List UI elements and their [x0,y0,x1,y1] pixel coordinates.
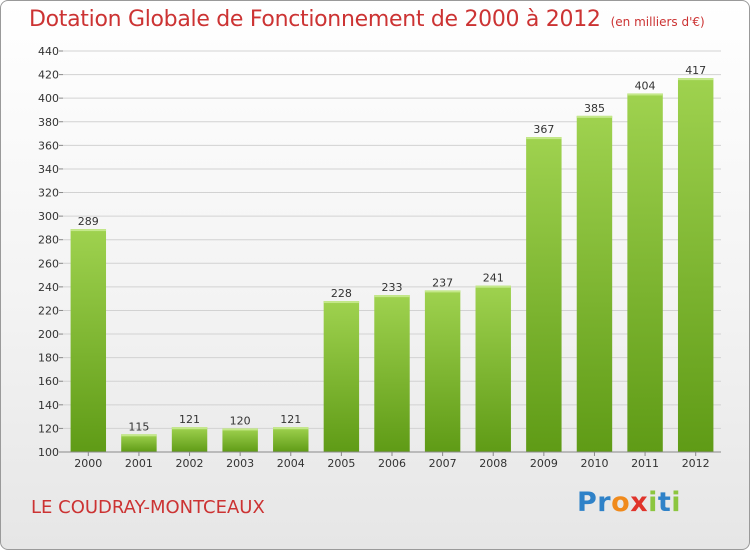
bar-top-highlight [171,427,208,430]
proxiti-logo: Proxiti [577,487,681,518]
data-label-2011: 404 [635,79,656,92]
y-tick-label: 380 [38,116,59,129]
data-label-2009: 367 [533,123,554,136]
y-tick-label: 200 [38,328,59,341]
y-tick-label: 100 [38,446,59,459]
x-tick-label: 2003 [226,457,254,470]
y-tick-label: 280 [38,234,59,247]
bar-2005 [323,301,360,452]
y-tick-label: 180 [38,352,59,365]
x-tick-label: 2005 [327,457,355,470]
y-tick-label: 120 [38,422,59,435]
x-tick-label: 2012 [682,457,710,470]
data-label-2001: 115 [128,420,149,433]
x-axis-ticks: 2000 2001 2002 2003 2004 2005 2006 2007 2008 2009… [74,452,710,470]
y-tick-label: 320 [38,187,59,200]
x-tick-label: 2001 [125,457,153,470]
chart-header: Dotation Globale de Fonctionnement de 20… [29,7,705,32]
data-label-2002: 121 [179,413,200,426]
x-tick-label: 2006 [378,457,406,470]
bar-2012 [677,78,714,453]
bar-2002 [171,427,208,452]
logo-letter: x [630,487,649,518]
bar-2007 [424,290,461,452]
bar-2008 [475,285,511,452]
y-axis-ticks: 100 120 140 160 180 200 220 240 260 280 300 320 340 3… [38,45,63,459]
bars: 289 115 121 120 121 228 233 237 241 367 385 404 417 [70,64,714,453]
bar-top-highlight [70,229,107,232]
x-tick-label: 2002 [176,457,204,470]
x-tick-label: 2010 [580,457,608,470]
x-tick-label: 2008 [479,457,507,470]
bar-top-highlight [273,427,309,430]
data-label-2008: 241 [483,272,504,285]
bar-2001 [121,434,157,452]
bar-2003 [222,428,258,452]
bar-top-highlight [627,93,663,96]
x-tick-label: 2011 [631,457,659,470]
x-tick-label: 2004 [277,457,305,470]
y-tick-label: 440 [38,45,59,58]
bar-top-highlight [526,137,562,140]
logo-letter: t [657,487,672,518]
y-tick-label: 360 [38,139,59,152]
bar-top-highlight [121,434,157,437]
chart-unit: (en milliers d'€) [610,15,705,29]
data-label-2005: 228 [331,287,352,300]
data-label-2000: 289 [78,215,99,228]
y-tick-label: 260 [38,257,59,270]
data-label-2006: 233 [382,281,403,294]
logo-letter: o [611,487,631,518]
logo-letter: P [577,487,598,518]
logo-letter: i [671,487,682,518]
y-tick-label: 220 [38,304,59,317]
bar-2011 [627,93,663,452]
bar-top-highlight [323,301,360,304]
commune-name: LE COUDRAY-MONTCEAUX [31,497,265,518]
logo-letter: r [597,487,612,518]
y-tick-label: 300 [38,210,59,223]
bar-2004 [273,427,309,452]
bar-top-highlight [424,290,461,293]
data-label-2012: 417 [685,64,706,77]
x-tick-label: 2009 [530,457,558,470]
bar-top-highlight [374,295,410,298]
bar-2009 [526,137,562,453]
bar-top-highlight [677,78,714,81]
x-tick-label: 2000 [74,457,102,470]
x-tick-label: 2007 [429,457,457,470]
bar-top-highlight [222,428,258,431]
logo-letter: i [648,487,658,518]
bar-2000 [70,229,107,452]
y-tick-label: 140 [38,399,59,412]
bar-2010 [576,115,613,452]
y-tick-label: 420 [38,69,59,82]
y-tick-label: 160 [38,375,59,388]
data-label-2003: 120 [230,414,251,427]
chart-title: Dotation Globale de Fonctionnement de 20… [29,7,601,32]
y-tick-label: 400 [38,92,59,105]
y-tick-label: 340 [38,163,59,176]
bar-top-highlight [576,115,613,118]
y-tick-label: 240 [38,281,59,294]
bar-top-highlight [475,285,511,288]
data-label-2004: 121 [280,413,301,426]
bar-2006 [374,295,410,452]
data-label-2007: 237 [432,276,453,289]
data-label-2010: 385 [584,102,605,115]
